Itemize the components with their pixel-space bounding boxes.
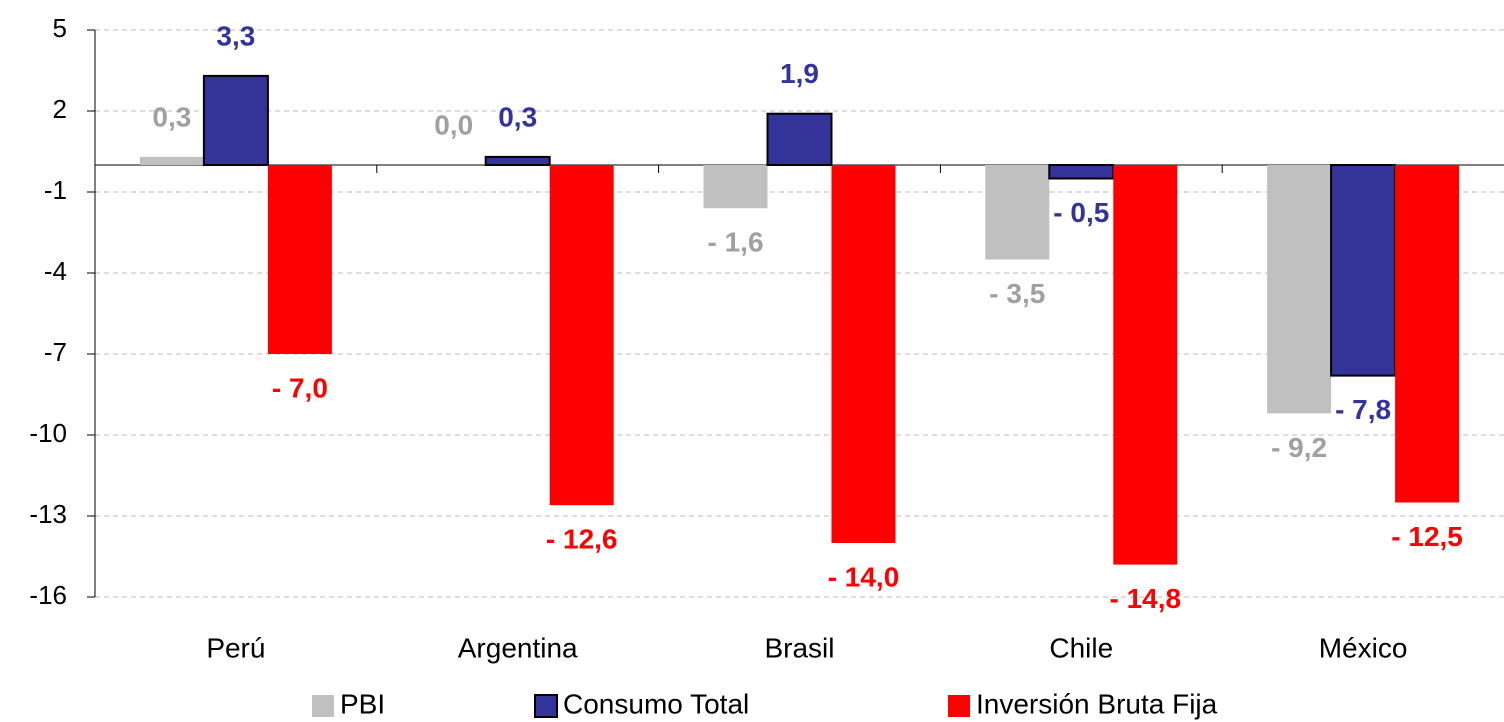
y-tick-label: -1	[44, 175, 67, 205]
legend-swatch	[948, 695, 970, 717]
y-tick-label: -13	[29, 499, 67, 529]
legend-label: PBI	[340, 688, 385, 719]
value-label: - 7,0	[272, 372, 328, 403]
bar	[1330, 164, 1397, 377]
bar	[985, 165, 1050, 260]
value-label: - 3,5	[989, 278, 1045, 309]
y-tick-label: -7	[44, 337, 67, 367]
y-tick-label: -4	[44, 256, 67, 286]
x-tick-label: México	[1319, 632, 1408, 663]
value-label: 0,3	[152, 101, 191, 132]
value-label: - 1,6	[707, 227, 763, 258]
bar	[1267, 165, 1332, 414]
legend-swatch	[312, 695, 334, 717]
bar	[202, 74, 269, 166]
bar	[267, 165, 332, 354]
bar	[703, 165, 768, 209]
value-label: - 12,5	[1391, 521, 1463, 552]
value-label: 1,9	[780, 58, 819, 89]
y-tick-label: -16	[29, 580, 67, 610]
legend-label: Inversión Bruta Fija	[976, 688, 1218, 719]
bar	[1395, 165, 1460, 503]
bar	[549, 165, 614, 506]
value-label: - 12,6	[546, 524, 618, 555]
value-label: - 0,5	[1053, 197, 1109, 228]
y-tick-label: 5	[53, 13, 67, 43]
bar	[831, 165, 896, 543]
value-label: 3,3	[216, 20, 255, 51]
y-tick-label: 2	[53, 94, 67, 124]
bar	[1113, 165, 1178, 565]
x-tick-label: Argentina	[458, 632, 578, 663]
x-tick-label: Perú	[206, 632, 265, 663]
value-label: - 7,8	[1335, 394, 1391, 425]
value-label: 0,0	[434, 109, 473, 140]
bar	[484, 155, 551, 166]
x-tick-label: Brasil	[764, 632, 834, 663]
value-label: - 14,8	[1109, 583, 1181, 614]
value-label: - 9,2	[1271, 432, 1327, 463]
legend-label: Consumo Total	[563, 688, 749, 719]
x-tick-label: Chile	[1049, 632, 1113, 663]
bar	[139, 156, 204, 165]
bar	[766, 112, 833, 166]
y-tick-label: -10	[29, 418, 67, 448]
legend-swatch	[534, 694, 558, 718]
bar	[1048, 164, 1115, 180]
value-label: 0,3	[498, 101, 537, 132]
value-label: - 14,0	[828, 561, 900, 592]
